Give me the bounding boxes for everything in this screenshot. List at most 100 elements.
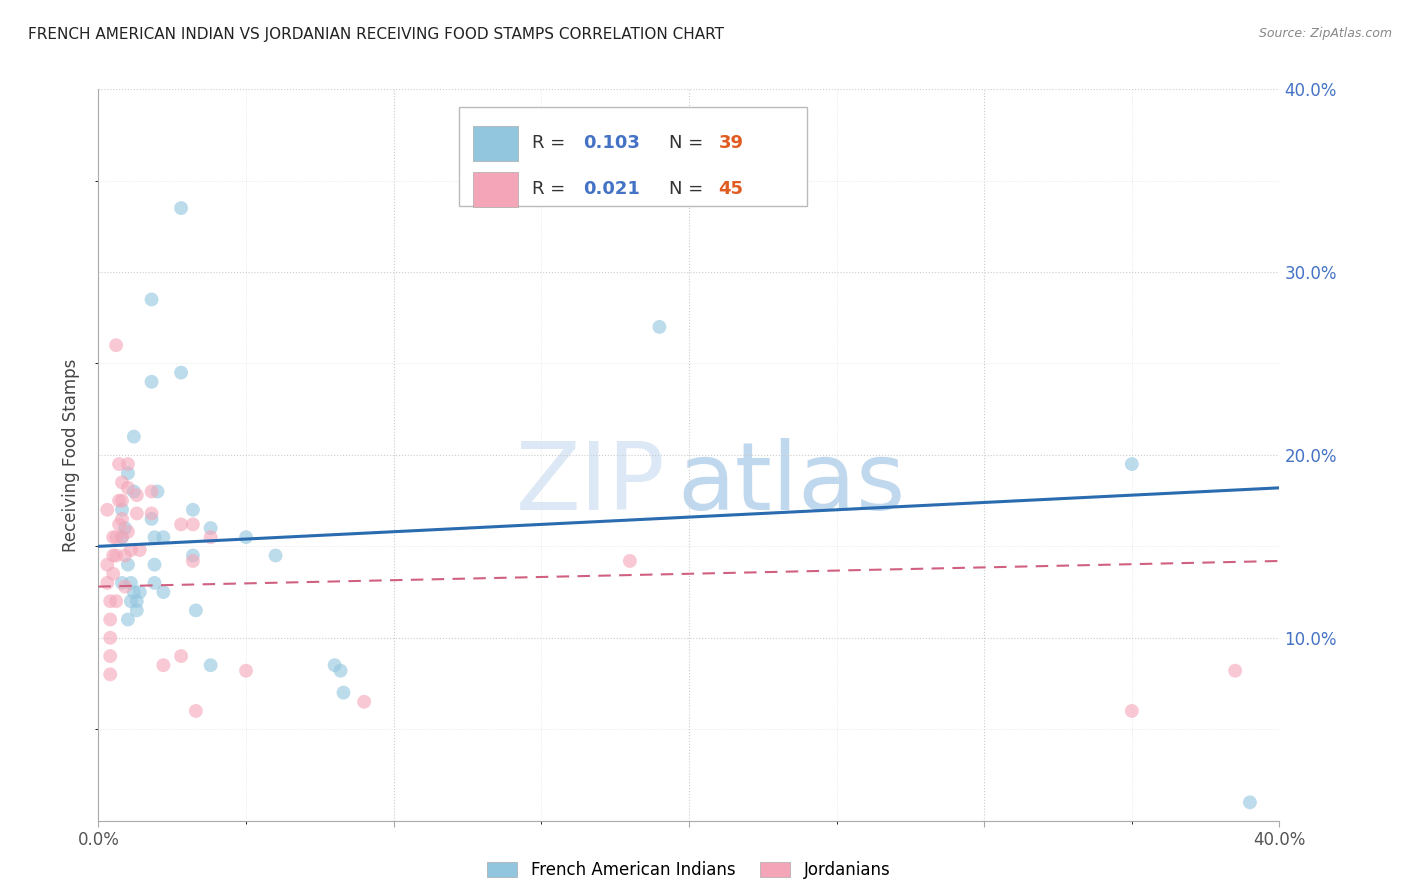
Point <box>114 521 136 535</box>
Text: N =: N = <box>669 135 709 153</box>
Point <box>108 457 131 471</box>
Point <box>648 320 671 334</box>
Point <box>141 293 163 307</box>
Point <box>143 558 166 572</box>
Point <box>117 613 139 627</box>
Legend: French American Indians, Jordanians: French American Indians, Jordanians <box>481 855 897 886</box>
Text: 45: 45 <box>718 180 744 198</box>
Text: R =: R = <box>531 180 571 198</box>
Point <box>143 530 166 544</box>
Point <box>111 493 134 508</box>
Point <box>96 502 118 516</box>
Point <box>105 549 128 563</box>
Text: 0.103: 0.103 <box>582 135 640 153</box>
Point <box>117 457 139 471</box>
Text: N =: N = <box>669 180 709 198</box>
Point <box>122 484 145 499</box>
Point <box>152 530 174 544</box>
Point <box>323 658 346 673</box>
FancyBboxPatch shape <box>472 172 517 207</box>
Point <box>1121 457 1143 471</box>
Point <box>111 475 134 490</box>
Point <box>181 502 204 516</box>
Y-axis label: Receiving Food Stamps: Receiving Food Stamps <box>62 359 80 551</box>
Point <box>264 549 287 563</box>
Point <box>152 585 174 599</box>
Point <box>117 558 139 572</box>
Point <box>96 558 118 572</box>
Point <box>152 658 174 673</box>
Point <box>125 603 148 617</box>
Point <box>105 338 128 352</box>
Point <box>235 664 257 678</box>
Point <box>200 530 222 544</box>
Text: FRENCH AMERICAN INDIAN VS JORDANIAN RECEIVING FOOD STAMPS CORRELATION CHART: FRENCH AMERICAN INDIAN VS JORDANIAN RECE… <box>28 27 724 42</box>
Point <box>141 507 163 521</box>
Point <box>105 594 128 608</box>
Point <box>125 507 148 521</box>
Point <box>111 512 134 526</box>
Point <box>111 530 134 544</box>
Point <box>128 585 150 599</box>
Point <box>146 484 169 499</box>
Point <box>181 517 204 532</box>
Point <box>1223 664 1246 678</box>
Point <box>103 530 125 544</box>
Point <box>128 543 150 558</box>
Point <box>125 594 148 608</box>
Point <box>122 430 145 444</box>
Point <box>181 549 204 563</box>
Point <box>235 530 257 544</box>
Point <box>108 493 131 508</box>
Point <box>98 649 121 664</box>
Point <box>117 481 139 495</box>
Point <box>98 631 121 645</box>
Point <box>141 484 163 499</box>
Point <box>96 576 118 591</box>
Point <box>170 366 193 380</box>
Point <box>98 594 121 608</box>
Point <box>170 201 193 215</box>
Point <box>332 685 354 699</box>
Point <box>125 488 148 502</box>
Text: R =: R = <box>531 135 571 153</box>
Point <box>200 521 222 535</box>
Point <box>143 576 166 591</box>
Point <box>120 543 142 558</box>
Point <box>103 549 125 563</box>
Point <box>1239 796 1261 810</box>
Point <box>120 594 142 608</box>
Point <box>141 375 163 389</box>
Text: atlas: atlas <box>678 438 905 530</box>
Point <box>170 649 193 664</box>
Point <box>98 613 121 627</box>
Point <box>105 530 128 544</box>
Point <box>1121 704 1143 718</box>
Point <box>122 585 145 599</box>
Text: ZIP: ZIP <box>516 438 665 530</box>
Point <box>117 466 139 480</box>
Point <box>353 695 375 709</box>
Point <box>184 603 207 617</box>
Point <box>141 512 163 526</box>
Point <box>114 580 136 594</box>
Point <box>619 554 641 568</box>
Text: 0.021: 0.021 <box>582 180 640 198</box>
Point <box>329 664 352 678</box>
Point <box>117 524 139 539</box>
Text: Source: ZipAtlas.com: Source: ZipAtlas.com <box>1258 27 1392 40</box>
FancyBboxPatch shape <box>458 108 807 206</box>
Point <box>98 667 121 681</box>
FancyBboxPatch shape <box>472 126 517 161</box>
Point <box>200 658 222 673</box>
Point <box>111 502 134 516</box>
Point <box>111 576 134 591</box>
Point <box>170 517 193 532</box>
Point <box>103 566 125 581</box>
Point <box>181 554 204 568</box>
Point <box>184 704 207 718</box>
Point <box>108 517 131 532</box>
Text: 39: 39 <box>718 135 744 153</box>
Point <box>111 530 134 544</box>
Point <box>114 549 136 563</box>
